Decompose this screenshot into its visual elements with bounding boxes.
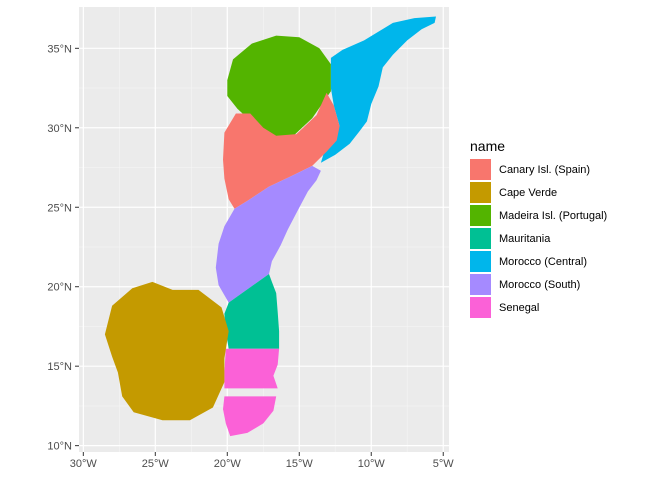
legend: name Canary Isl. (Spain) Cape Verde Madeir… [470,138,607,319]
legend-key [470,274,491,295]
legend-item: Morocco (Central) [470,250,607,273]
legend-label: Cape Verde [499,186,558,199]
legend-item: Morocco (South) [470,273,607,296]
x-tick-label: 20°W [214,458,242,470]
legend-label: Morocco (Central) [499,255,588,268]
x-tick-label: 5°W [433,458,455,470]
legend-item: Madeira Isl. (Portugal) [470,204,607,227]
y-tick-label: 10°N [47,441,72,453]
region-senegal [223,396,277,437]
y-tick-label: 30°N [47,123,72,135]
y-tick-label: 20°N [47,282,72,294]
y-tick-label: 15°N [47,361,72,373]
legend-item: Senegal [470,296,607,319]
legend-key [470,251,491,272]
legend-item: Canary Isl. (Spain) [470,158,607,181]
legend-key [470,228,491,249]
legend-key [470,205,491,226]
x-tick-label: 30°W [70,458,98,470]
legend-label: Canary Isl. (Spain) [499,163,591,176]
legend-key [470,182,491,203]
region-mauritania [224,274,280,349]
legend-label: Madeira Isl. (Portugal) [499,209,608,222]
region-senegal [224,348,280,389]
y-tick-label: 25°N [47,202,72,214]
legend-item: Mauritania [470,227,607,250]
x-tick-label: 25°W [142,458,170,470]
legend-label: Senegal [499,301,540,314]
legend-title: name [470,138,506,154]
legend-key [470,297,491,318]
legend-key [470,159,491,180]
x-tick-label: 15°W [286,458,314,470]
region-morocco_south [215,165,321,303]
region-canary [223,92,340,209]
x-tick-label: 10°W [358,458,386,470]
y-tick-label: 35°N [47,43,72,55]
region-morocco_central [320,16,436,163]
legend-item: Cape Verde [470,181,607,204]
region-capeverde [104,281,229,421]
legend-label: Mauritania [499,232,551,245]
legend-label: Morocco (South) [499,278,581,291]
region-madeira [227,35,331,138]
